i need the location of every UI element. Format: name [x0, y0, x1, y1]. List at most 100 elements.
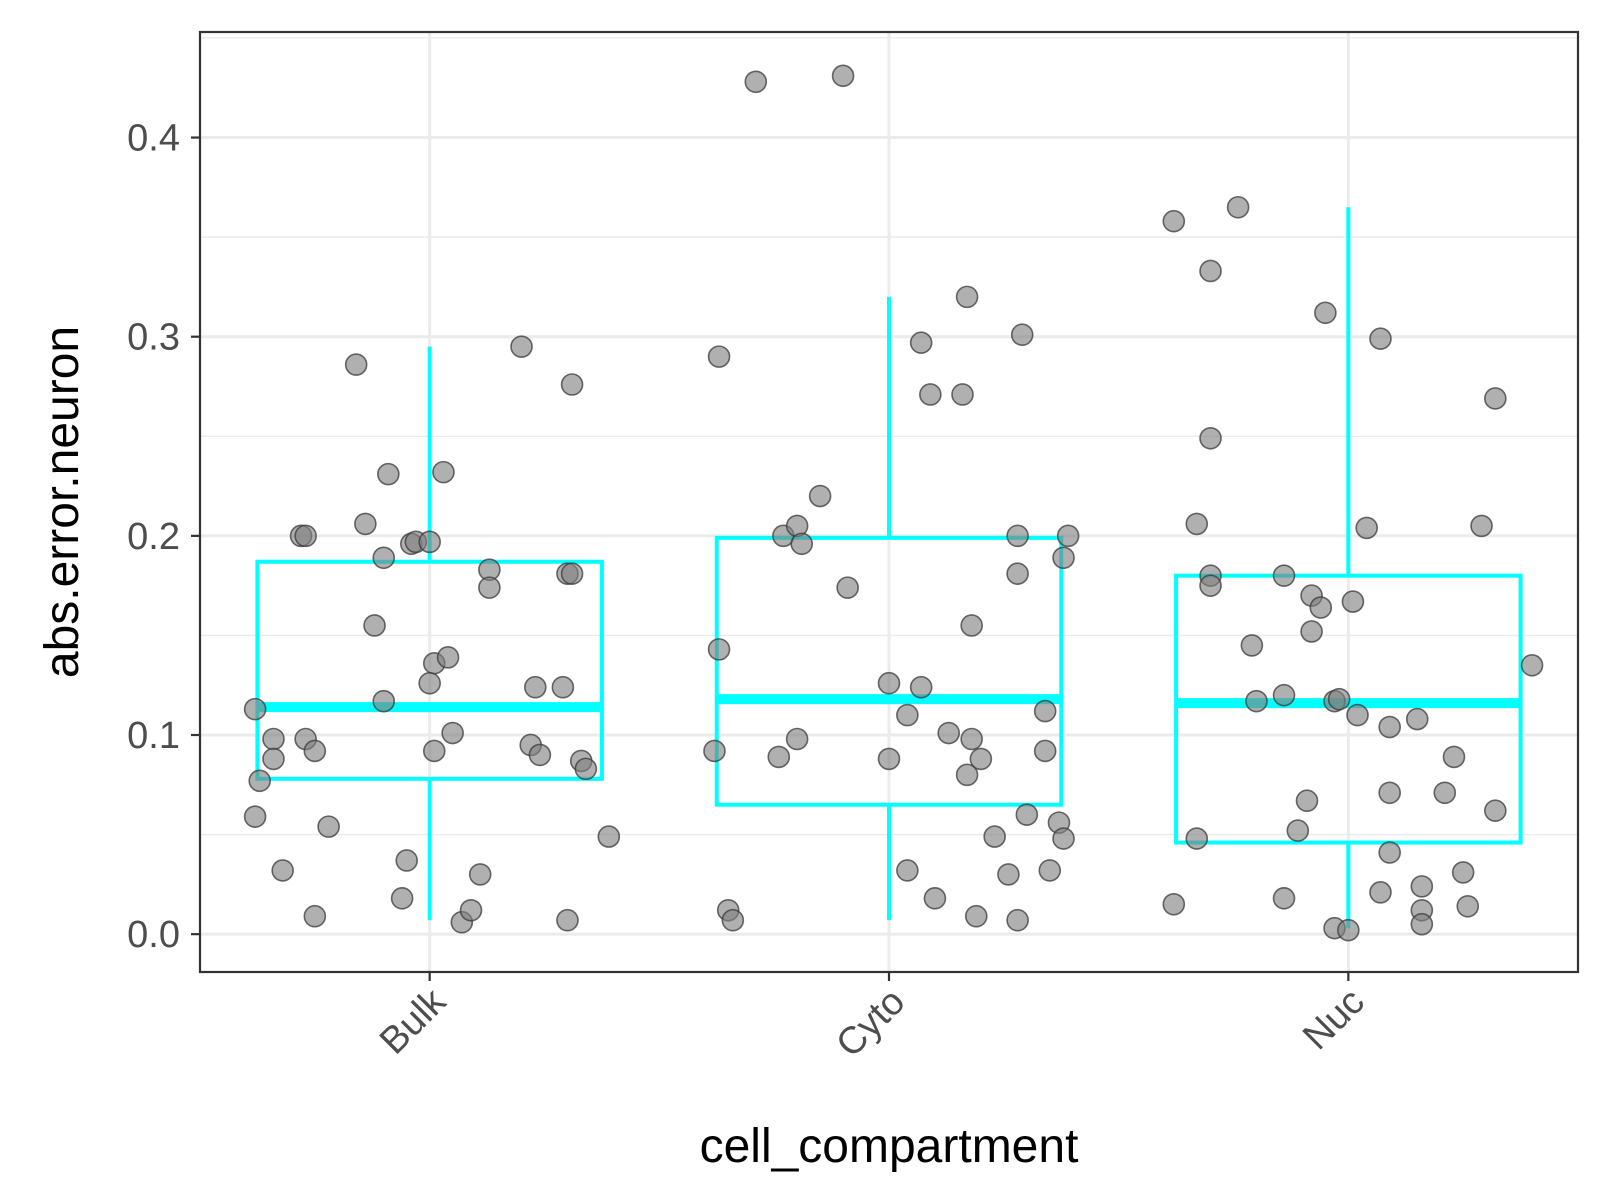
data-point: [969, 747, 993, 771]
data-point: [262, 747, 285, 771]
data-point: [1378, 781, 1401, 805]
data-point: [1346, 703, 1369, 727]
data-point: [560, 373, 584, 396]
data-point: [909, 675, 933, 699]
data-point: [1245, 689, 1268, 713]
data-point: [1199, 259, 1222, 283]
data-point: [1456, 894, 1480, 918]
data-point: [1451, 861, 1475, 884]
data-point: [436, 646, 460, 669]
data-point: [1033, 739, 1057, 763]
data-point: [248, 769, 272, 793]
data-point: [1369, 327, 1392, 350]
data-point: [390, 887, 414, 910]
data-point: [1314, 301, 1337, 325]
data-point: [1006, 524, 1029, 548]
data-point: [432, 460, 455, 484]
data-point: [556, 908, 579, 932]
data-point: [1240, 634, 1264, 657]
data-point: [909, 331, 933, 354]
data-point: [1185, 512, 1209, 536]
data-point: [574, 757, 598, 781]
data-point: [422, 739, 446, 763]
data-point: [877, 671, 901, 695]
data-point: [1337, 918, 1360, 942]
data-point: [1470, 514, 1493, 538]
data-point: [372, 689, 396, 713]
data-point: [951, 383, 974, 406]
data-point: [1442, 745, 1466, 769]
data-point: [1327, 687, 1351, 711]
data-point: [459, 898, 483, 922]
data-point: [964, 904, 988, 928]
x-axis-title: cell_compartment: [700, 1120, 1079, 1173]
data-point: [1162, 209, 1186, 233]
data-point: [1378, 715, 1401, 739]
data-point: [1405, 707, 1429, 731]
data-point: [1162, 892, 1186, 916]
data-point: [997, 863, 1020, 886]
data-point: [418, 530, 441, 554]
data-point: [937, 721, 961, 745]
data-point: [1038, 859, 1062, 882]
data-point: [836, 576, 859, 599]
data-point: [478, 576, 501, 599]
y-tick-label: 0.4: [127, 118, 180, 160]
data-point: [785, 727, 809, 751]
data-point: [344, 353, 368, 376]
data-point: [528, 743, 552, 767]
data-point: [551, 675, 575, 699]
data-point: [790, 532, 814, 556]
data-point: [1355, 516, 1379, 540]
data-point: [1520, 654, 1544, 677]
data-point: [1015, 803, 1039, 826]
data-point: [1295, 789, 1319, 813]
data-point: [808, 484, 832, 508]
data-point: [1272, 887, 1296, 910]
data-point: [919, 383, 942, 406]
data-point: [1010, 323, 1034, 347]
data-point: [1433, 781, 1457, 805]
data-point: [955, 285, 979, 309]
data-point: [1199, 574, 1222, 597]
data-point: [960, 727, 983, 751]
data-point: [960, 614, 983, 637]
data-point: [441, 721, 464, 745]
data-point: [510, 335, 533, 358]
data-point: [703, 739, 726, 763]
data-point: [294, 524, 317, 548]
boxes: [255, 207, 1523, 929]
data-point: [1300, 620, 1323, 643]
data-point: [707, 638, 731, 661]
data-point: [1199, 426, 1222, 450]
y-tick-label: 0.3: [127, 317, 180, 359]
data-point: [744, 70, 768, 94]
box-bulk: [255, 346, 604, 921]
data-point: [1286, 819, 1310, 842]
box-iqr: [714, 535, 1064, 807]
data-point: [923, 887, 947, 910]
data-point: [262, 727, 285, 751]
data-point: [560, 562, 584, 585]
data-point: [303, 739, 327, 763]
data-point: [983, 825, 1006, 848]
data-point: [1185, 827, 1209, 850]
data-point: [372, 546, 396, 570]
data-point: [1056, 524, 1080, 548]
data-point: [317, 815, 340, 838]
data-point: [363, 614, 386, 637]
data-point: [377, 462, 400, 486]
y-tick-label: 0.2: [127, 516, 180, 558]
data-point: [721, 908, 745, 932]
data-point: [271, 859, 294, 882]
data-point: [1369, 881, 1392, 904]
data-point: [243, 697, 267, 721]
data-point: [597, 825, 621, 848]
data-point: [243, 805, 267, 828]
data-point: [524, 675, 547, 699]
data-point: [896, 859, 919, 882]
box-iqr: [1174, 573, 1523, 845]
data-point: [354, 512, 377, 536]
y-tick-label: 0.1: [127, 715, 180, 757]
